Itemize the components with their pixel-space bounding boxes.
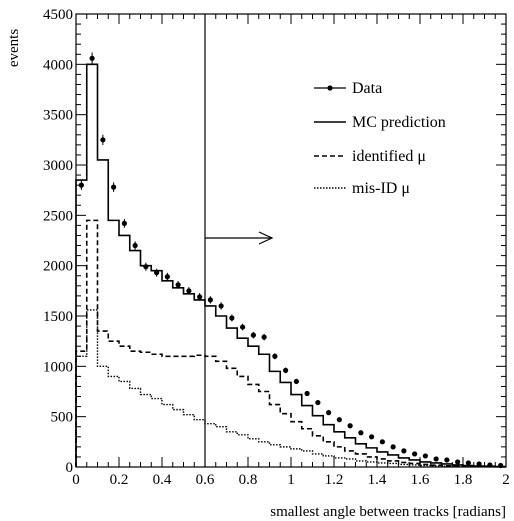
- y-tick-label: 1500: [43, 309, 73, 325]
- x-tick-label: 1.8: [454, 472, 473, 488]
- x-tick-label: 1.4: [368, 472, 387, 488]
- series-line-mc-prediction: [75, 63, 506, 468]
- legend-label: MC prediction: [352, 114, 446, 131]
- y-tick-label: 500: [51, 410, 74, 426]
- data-point: [433, 456, 439, 462]
- legend-label: mis-ID μ: [352, 180, 410, 197]
- data-point: [369, 434, 375, 440]
- data-point: [197, 294, 203, 300]
- x-tick-label: 1.6: [411, 472, 430, 488]
- data-point: [304, 390, 310, 397]
- legend-marker-data-point: [327, 85, 333, 91]
- x-tick-label: 0.4: [153, 472, 172, 488]
- data-point: [422, 453, 428, 459]
- data-point: [347, 423, 353, 429]
- data-point: [132, 242, 138, 249]
- data-point: [121, 220, 127, 226]
- data-point: [250, 332, 256, 338]
- x-tick-label: 1.2: [325, 472, 344, 488]
- series-line-mis-id: [75, 309, 506, 468]
- data-point: [164, 274, 170, 280]
- data-point: [207, 297, 213, 303]
- series-group: [75, 52, 506, 469]
- plot-area-border: [75, 13, 507, 468]
- y-axis-label: events: [6, 29, 22, 67]
- y-tick-label: 3500: [43, 108, 73, 124]
- x-tick-label: 0.8: [239, 472, 258, 488]
- data-point: [379, 439, 385, 445]
- data-point: [293, 378, 299, 385]
- data-point: [390, 444, 396, 450]
- x-tick-label: 0.6: [196, 472, 215, 488]
- axis-ticks: 0 0.2 0.4 0.6 0.8 1 1.2 1.4 1.6 1.8 2 0 500 1000 1500 2…: [43, 7, 510, 488]
- data-point: [272, 353, 278, 359]
- data-point: [283, 367, 289, 373]
- data-point: [336, 417, 342, 423]
- data-point: [455, 459, 461, 465]
- cut-indicator: [204, 14, 274, 467]
- data-point: [401, 448, 407, 454]
- data-point: [100, 137, 106, 143]
- data-point: [229, 315, 235, 321]
- x-axis-label: smallest angle between tracks [radians]: [270, 504, 506, 520]
- y-tick-label: 1000: [43, 359, 73, 375]
- cut-arrow-head: [258, 231, 274, 245]
- x-tick-label: 1: [287, 472, 295, 488]
- data-point: [326, 410, 332, 416]
- data-point: [78, 182, 84, 188]
- y-tick-label: 2500: [43, 208, 73, 224]
- data-point: [240, 324, 246, 330]
- data-point: [89, 55, 95, 61]
- data-point: [412, 451, 418, 457]
- y-tick-label: 4000: [43, 57, 73, 73]
- data-point: [143, 264, 149, 270]
- y-tick-label: 3000: [43, 158, 73, 174]
- x-tick-label: 0: [72, 472, 80, 488]
- legend: Data MC prediction identified μ mis-ID μ: [314, 80, 446, 197]
- data-point: [315, 399, 321, 406]
- y-tick-label: 2000: [43, 259, 73, 275]
- data-point: [261, 334, 267, 340]
- data-point: [358, 430, 364, 436]
- data-point: [186, 288, 192, 294]
- data-point: [465, 460, 471, 466]
- plot-frame: [75, 13, 507, 468]
- data-point: [111, 184, 117, 190]
- legend-label: Data: [352, 80, 382, 97]
- x-tick-label: 2: [502, 472, 510, 488]
- data-point: [218, 303, 224, 309]
- y-tick-label: 0: [66, 460, 74, 476]
- y-tick-label: 4500: [43, 7, 73, 23]
- data-point: [175, 282, 181, 288]
- legend-label: identified μ: [352, 148, 426, 165]
- data-point: [444, 457, 450, 463]
- x-tick-label: 0.2: [110, 472, 129, 488]
